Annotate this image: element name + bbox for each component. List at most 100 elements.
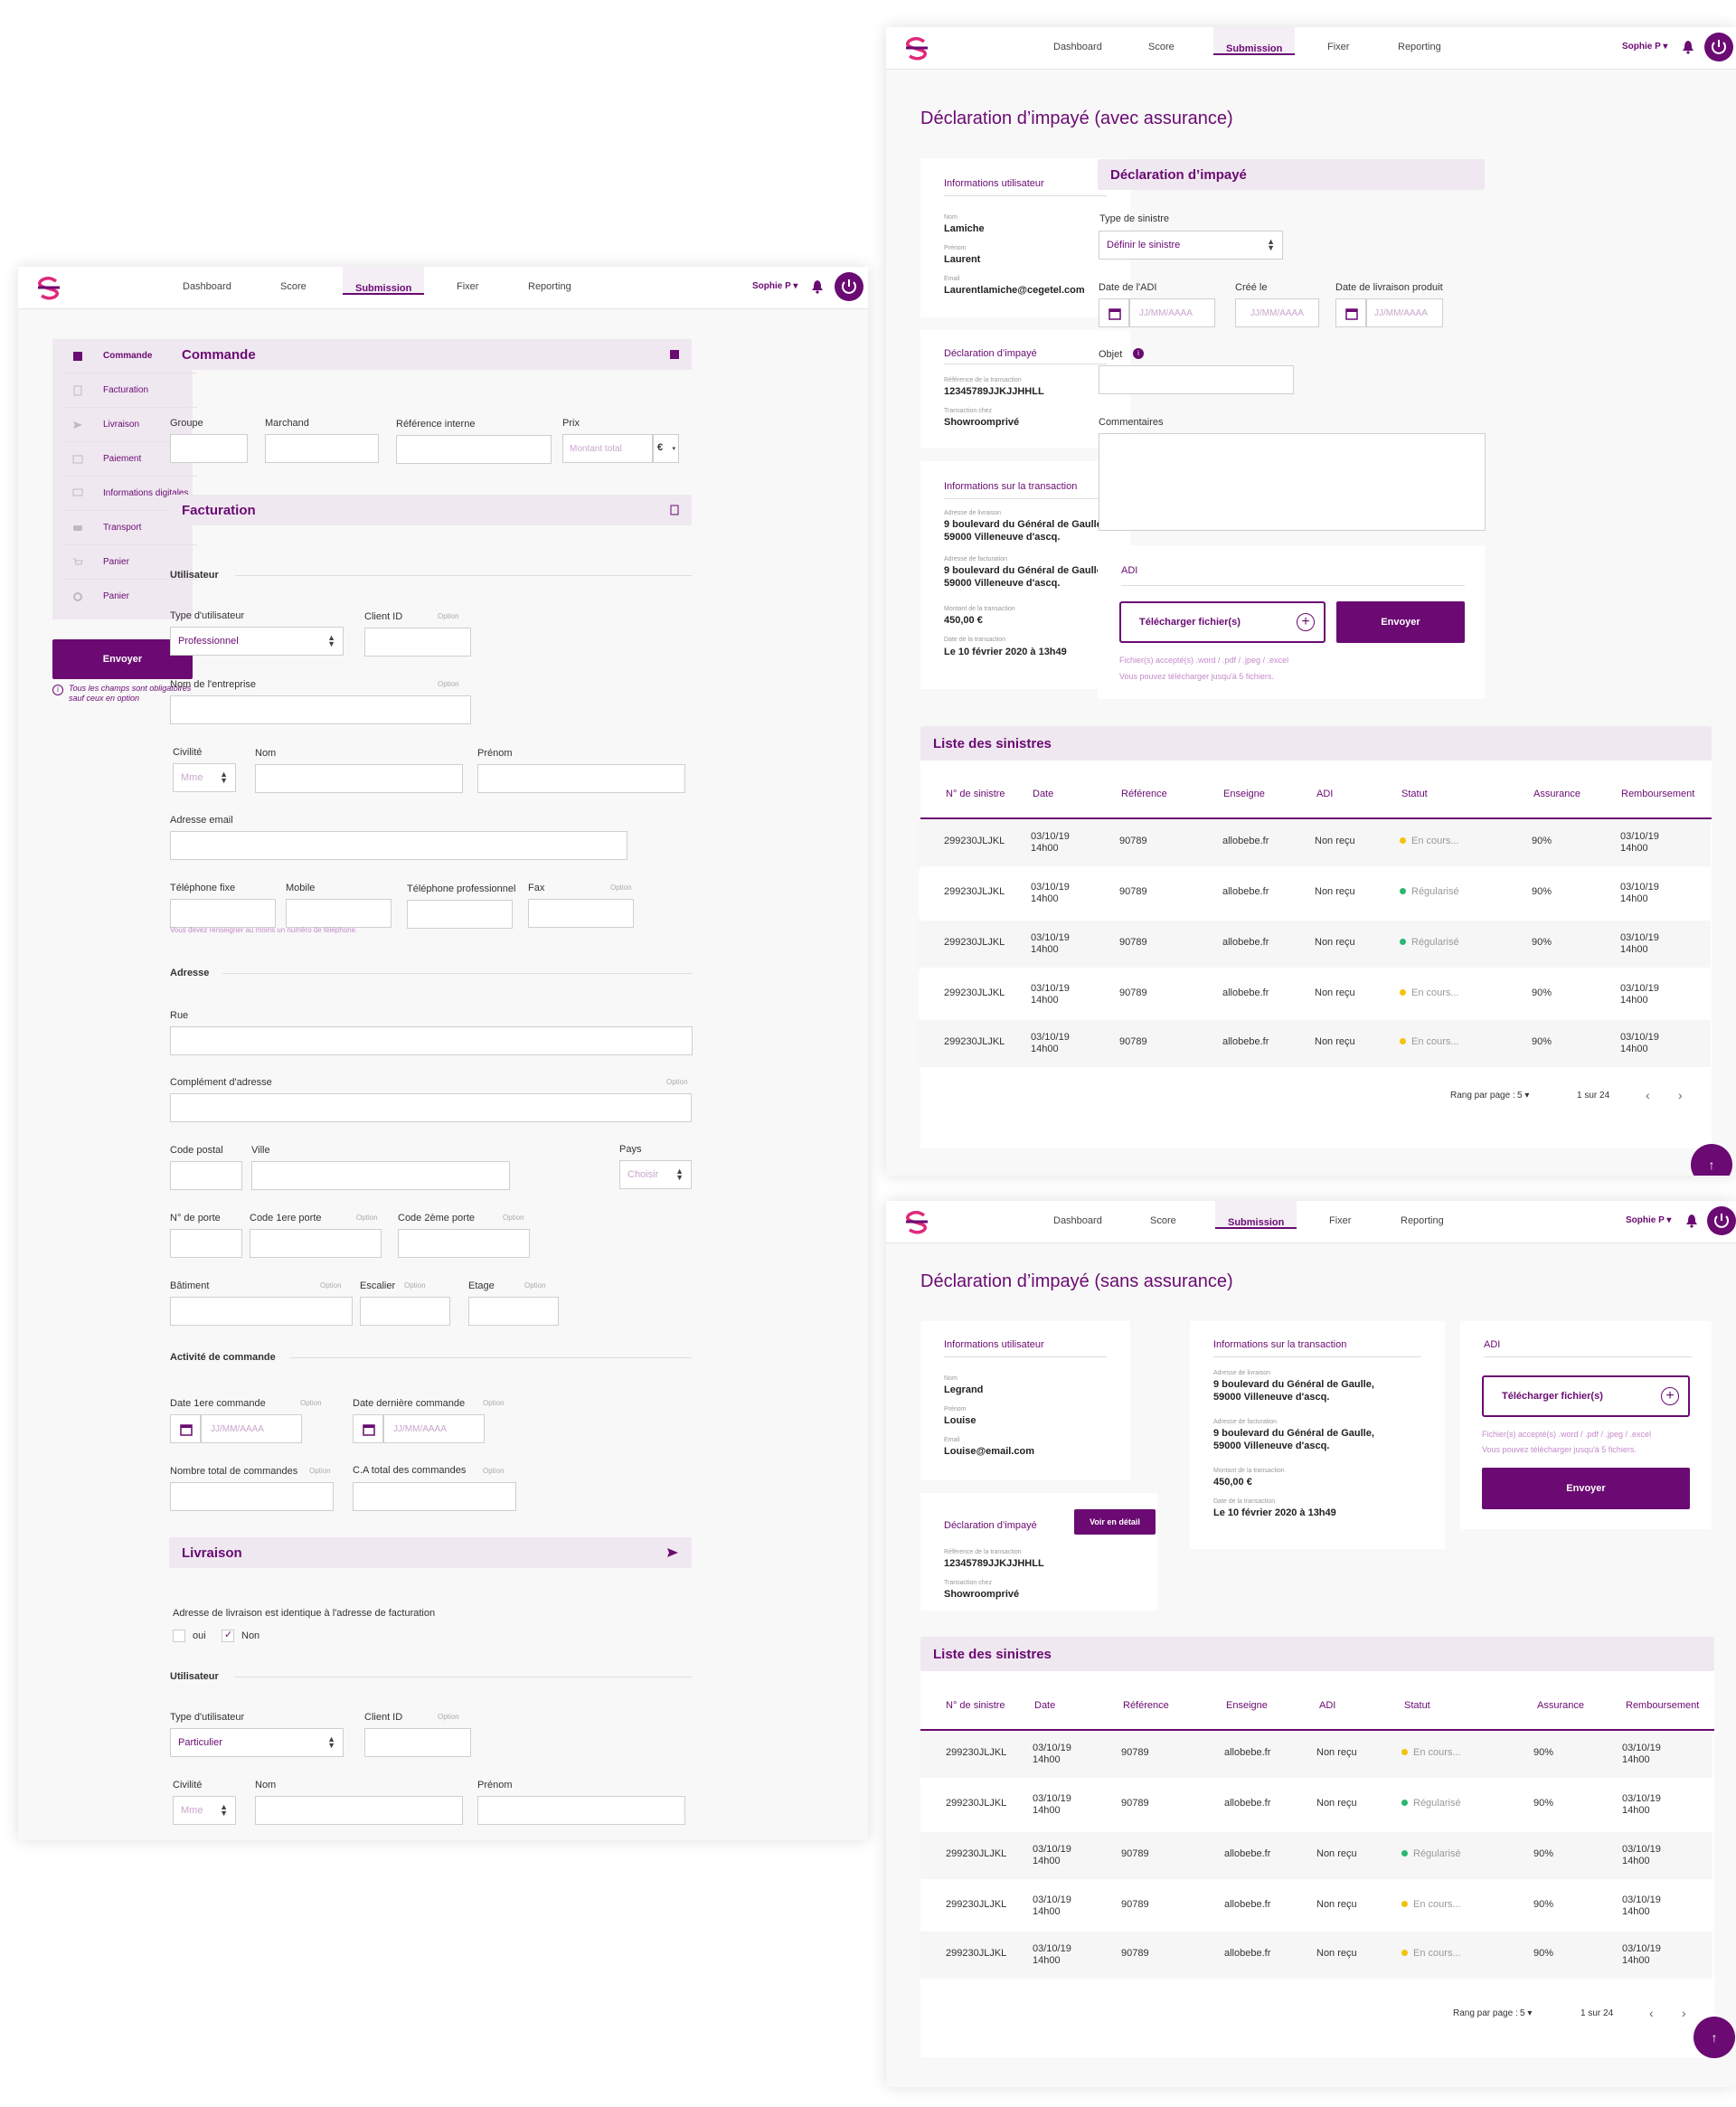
prenom-livraison-input[interactable] (477, 1796, 685, 1825)
nav-dashboard[interactable]: Dashboard (183, 281, 231, 292)
code1-input[interactable] (250, 1229, 382, 1258)
send-button[interactable]: Envoyer (52, 639, 193, 679)
escalier-input[interactable] (360, 1297, 450, 1326)
ca-input[interactable] (353, 1482, 516, 1511)
reference-input[interactable] (396, 435, 552, 464)
nav-fixer[interactable]: Fixer (457, 281, 479, 292)
nav-submission[interactable]: Submission (343, 267, 425, 295)
table-row[interactable]: 299230JLJKL 03/10/19 14h00 90789 allobebe.fr… (920, 1883, 1712, 1930)
date1-input[interactable]: JJ/MM/AAAA (201, 1414, 302, 1443)
power-icon[interactable] (835, 272, 863, 301)
column-header[interactable]: ADI (1319, 1700, 1336, 1711)
etage-input[interactable] (468, 1297, 559, 1326)
table-row[interactable]: 299230JLJKL 03/10/19 14h00 90789 allobebe.fr… (919, 1020, 1711, 1067)
side-item-transport[interactable]: Transport (63, 511, 197, 545)
client-id-livraison-input[interactable] (364, 1728, 471, 1757)
nav-fixer[interactable]: Fixer (1327, 42, 1350, 52)
nav-submission[interactable]: Submission (1215, 1201, 1297, 1229)
user-menu[interactable]: Sophie P ▾ (752, 281, 798, 291)
column-header[interactable]: Enseigne (1226, 1700, 1268, 1711)
side-item-facturation[interactable]: Facturation (63, 373, 197, 408)
side-item-panier[interactable]: Panier (63, 545, 197, 580)
nav-fixer[interactable]: Fixer (1329, 1215, 1352, 1226)
send-button[interactable]: Envoyer (1336, 601, 1465, 643)
nav-score[interactable]: Score (280, 281, 307, 292)
prenom-input[interactable] (477, 764, 685, 793)
column-header[interactable]: ADI (1316, 789, 1334, 799)
table-row[interactable]: 299230JLJKL 03/10/19 14h00 90789 allobebe.fr… (919, 819, 1711, 866)
date-livraison-input[interactable]: JJ/MM/AAAA (1366, 298, 1443, 327)
side-item-informations-digitales[interactable]: Informations digitales (63, 477, 197, 511)
column-header[interactable]: Référence (1121, 789, 1167, 799)
client-id-input[interactable] (364, 628, 471, 657)
next-page-icon[interactable]: › (1678, 1088, 1683, 1102)
side-item-paiement[interactable]: Paiement (63, 442, 197, 477)
column-header[interactable]: N° de sinistre (946, 789, 1005, 799)
upload-button[interactable]: Télécharger fichier(s) + (1119, 601, 1326, 643)
tel-pro-input[interactable] (407, 900, 513, 929)
calendar-icon[interactable] (1099, 298, 1129, 327)
table-row[interactable]: 299230JLJKL 03/10/19 14h00 90789 allobebe.fr… (919, 921, 1711, 968)
tel-fixe-input[interactable] (170, 899, 276, 928)
user-menu[interactable]: Sophie P ▾ (1626, 1215, 1672, 1225)
per-page-select[interactable]: 5 ▾ (1520, 2008, 1533, 2018)
next-page-icon[interactable]: › (1682, 2006, 1686, 2020)
nb-commandes-input[interactable] (170, 1482, 334, 1511)
ville-input[interactable] (251, 1161, 510, 1190)
column-header[interactable]: Enseigne (1223, 789, 1265, 799)
complement-input[interactable] (170, 1093, 692, 1122)
side-item-livraison[interactable]: Livraison (63, 408, 197, 442)
porte-input[interactable] (170, 1229, 242, 1258)
brand-logo-icon[interactable] (902, 37, 931, 61)
send-button[interactable]: Envoyer (1482, 1468, 1690, 1509)
nav-reporting[interactable]: Reporting (1398, 42, 1441, 52)
cp-input[interactable] (170, 1161, 242, 1190)
email-input[interactable] (170, 831, 627, 860)
nav-reporting[interactable]: Reporting (528, 281, 571, 292)
code2-input[interactable] (398, 1229, 530, 1258)
entreprise-input[interactable] (170, 695, 471, 724)
nav-score[interactable]: Score (1148, 42, 1175, 52)
nav-dashboard[interactable]: Dashboard (1053, 1215, 1102, 1226)
oui-checkbox[interactable] (173, 1630, 185, 1642)
column-header[interactable]: Date (1034, 1700, 1056, 1711)
nav-reporting[interactable]: Reporting (1401, 1215, 1444, 1226)
type-sinistre-select[interactable]: Définir le sinistre ▲ ▼ (1099, 231, 1283, 260)
column-header[interactable]: Remboursement (1626, 1700, 1700, 1711)
type-user-livraison-select[interactable]: Particulier ▲ ▼ (170, 1728, 344, 1757)
column-header[interactable]: N° de sinistre (946, 1700, 1005, 1711)
commentaires-textarea[interactable] (1099, 433, 1486, 531)
voir-detail-button[interactable]: Voir en détail (1074, 1509, 1156, 1535)
date-adi-input[interactable]: JJ/MM/AAAA (1129, 298, 1215, 327)
column-header[interactable]: Statut (1404, 1700, 1430, 1711)
fax-input[interactable] (528, 899, 634, 928)
calendar-icon[interactable] (353, 1414, 383, 1443)
nom-livraison-input[interactable] (255, 1796, 463, 1825)
groupe-input[interactable] (170, 434, 248, 463)
column-header[interactable]: Remboursement (1621, 789, 1695, 799)
nom-input[interactable] (255, 764, 463, 793)
calendar-icon[interactable] (1335, 298, 1366, 327)
brand-logo-icon[interactable] (902, 1211, 931, 1234)
nav-submission[interactable]: Submission (1213, 27, 1296, 55)
prev-page-icon[interactable]: ‹ (1649, 2006, 1654, 2020)
cree-input[interactable]: JJ/MM/AAAA (1235, 298, 1319, 327)
mobile-input[interactable] (286, 899, 392, 928)
power-icon[interactable] (1704, 33, 1733, 61)
column-header[interactable]: Statut (1401, 789, 1428, 799)
currency-select[interactable]: € ▾ (653, 434, 679, 463)
brand-logo-icon[interactable] (34, 277, 63, 300)
column-header[interactable]: Date (1033, 789, 1054, 799)
pays-select[interactable]: Choisir ▲ ▼ (619, 1160, 692, 1189)
table-row[interactable]: 299230JLJKL 03/10/19 14h00 90789 allobebe.fr… (920, 1731, 1712, 1778)
power-icon[interactable] (1707, 1206, 1736, 1235)
info-icon[interactable]: i (1133, 348, 1144, 359)
rue-input[interactable] (170, 1026, 693, 1055)
civilite-livraison-select[interactable]: Mme ▲ ▼ (173, 1796, 236, 1825)
table-row[interactable]: 299230JLJKL 03/10/19 14h00 90789 allobebe.fr… (920, 1781, 1712, 1828)
column-header[interactable]: Référence (1123, 1700, 1169, 1711)
table-row[interactable]: 299230JLJKL 03/10/19 14h00 90789 allobebe.fr… (920, 1832, 1712, 1879)
marchand-input[interactable] (265, 434, 379, 463)
column-header[interactable]: Assurance (1537, 1700, 1584, 1711)
side-item-panier-2[interactable]: Panier (63, 580, 197, 614)
